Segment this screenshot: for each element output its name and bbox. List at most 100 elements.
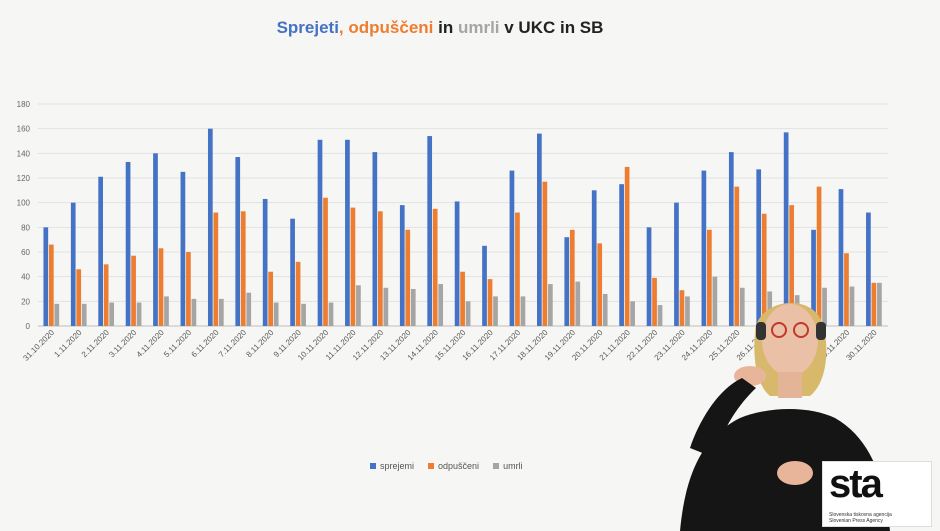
y-tick-label: 0: [26, 322, 31, 331]
bar-sprejemi: [646, 227, 652, 326]
bar-sprejemi: [153, 153, 158, 326]
bar-odpusceni: [268, 271, 274, 326]
bar-umrli: [383, 287, 389, 326]
legend-item-umrli: umrli: [493, 461, 523, 471]
title-part-sprejeti: Sprejeti: [276, 18, 339, 37]
title-sep-1: ,: [338, 18, 349, 37]
bar-umrli: [54, 303, 60, 326]
x-tick-label: 6.11.2020: [190, 328, 221, 359]
y-tick-label: 140: [17, 149, 31, 158]
bar-sprejemi: [509, 170, 515, 326]
bar-odpusceni: [323, 197, 328, 326]
bar-odpusceni: [761, 213, 767, 326]
bar-umrli: [164, 296, 169, 326]
glasses-left-icon: [771, 322, 787, 338]
bar-odpusceni: [48, 244, 54, 326]
title-sep-2: in: [433, 18, 458, 37]
bar-umrli: [520, 296, 526, 326]
bar-odpusceni: [350, 207, 356, 326]
bar-odpusceni: [76, 269, 82, 326]
chart-legend: sprejemi odpuščeni umrli: [370, 461, 523, 471]
bar-umrli: [109, 302, 114, 326]
legend-label-umrli: umrli: [503, 461, 523, 471]
y-tick-label: 120: [17, 174, 31, 183]
bar-umrli: [602, 293, 608, 326]
bar-sprejemi: [674, 202, 679, 326]
x-tick-label: 3.11.2020: [107, 328, 138, 359]
bar-umrli: [246, 292, 252, 326]
bar-odpusceni: [460, 271, 465, 326]
bar-odpusceni: [816, 186, 822, 326]
sta-logo-subtitle-sl: Slovenska tiskovna agencija: [829, 512, 892, 518]
bar-umrli: [438, 284, 444, 326]
bar-sprejemi: [43, 227, 49, 326]
y-tick-label: 60: [21, 248, 30, 257]
bar-odpusceni: [871, 282, 877, 326]
bar-sprejemi: [482, 245, 487, 326]
bar-odpusceni: [377, 211, 383, 326]
bar-umrli: [822, 287, 827, 326]
bar-umrli: [712, 276, 718, 326]
title-part-umrli: umrli: [457, 18, 500, 37]
y-tick-label: 20: [21, 297, 30, 306]
y-tick-label: 40: [21, 273, 30, 282]
y-tick-label: 80: [21, 223, 30, 232]
interpreter-hand-right: [777, 461, 813, 485]
bar-umrli: [739, 287, 745, 326]
bar-odpusceni: [295, 261, 301, 326]
bar-sprejemi: [866, 212, 871, 326]
bar-sprejemi: [756, 169, 762, 326]
bar-odpusceni: [624, 166, 630, 326]
bar-umrli: [849, 286, 855, 326]
legend-swatch-umrli: [493, 463, 500, 469]
sta-logo-wordmark: sta: [829, 462, 883, 506]
bar-sprejemi: [290, 218, 295, 326]
bar-odpusceni: [844, 253, 849, 326]
chart-title: Sprejeti, odpuščeni in umrli v UKC in SB: [0, 18, 880, 38]
bar-sprejemi: [728, 152, 734, 326]
y-axis-ticks: 0 20 40 60 80 100 120 140 160 180: [17, 100, 31, 331]
bar-odpusceni: [789, 205, 794, 326]
bar-sprejemi: [180, 171, 186, 326]
bar-odpusceni: [542, 181, 548, 326]
bar-umrli: [328, 302, 334, 326]
bar-odpusceni: [707, 229, 712, 326]
bar-sprejemi: [98, 176, 103, 326]
x-tick-label: 2.11.2020: [80, 328, 111, 359]
bar-umrli: [657, 305, 663, 326]
legend-swatch-odpusceni: [428, 463, 435, 469]
legend-item-odpusceni: odpuščeni: [428, 461, 479, 471]
bar-odpusceni: [432, 208, 438, 326]
bar-sprejemi: [262, 198, 268, 326]
legend-swatch-sprejemi: [370, 463, 376, 469]
bar-sprejemi: [372, 152, 378, 326]
y-tick-label: 160: [17, 125, 31, 134]
bar-sprejemi: [591, 190, 597, 326]
bar-umrli: [191, 298, 197, 326]
bar-umrli: [136, 302, 142, 326]
x-tick-label: 5.11.2020: [162, 328, 193, 359]
bar-umrli: [81, 303, 87, 326]
title-part-odpusceni: odpuščeni: [348, 18, 434, 37]
bar-umrli: [877, 282, 882, 326]
bar-sprejemi: [564, 237, 570, 326]
x-tick-label: 1.11.2020: [52, 328, 83, 359]
bar-sprejemi: [235, 157, 241, 326]
sta-logo-subtitle-en: Slovenian Press Agency: [829, 518, 883, 524]
x-tick-label: 31.10.2020: [21, 328, 56, 363]
bar-umrli: [218, 298, 224, 326]
bar-odpusceni: [405, 229, 411, 326]
x-tick-label: 8.11.2020: [244, 328, 275, 359]
bar-umrli: [410, 289, 416, 326]
sign-language-interpreter: [680, 302, 890, 531]
sta-logo: sta Slovenska tiskovna agencija Slovenia…: [822, 461, 932, 527]
bar-odpusceni: [240, 211, 246, 326]
legend-label-sprejemi: sprejemi: [380, 461, 415, 471]
bar-odpusceni: [734, 186, 740, 326]
headphones-right-icon: [816, 322, 826, 340]
bar-odpusceni: [186, 252, 191, 326]
bar-odpusceni: [487, 279, 493, 326]
legend-label-odpusceni: odpuščeni: [438, 461, 480, 471]
headphones-left-icon: [756, 322, 766, 340]
chart-bars: [43, 128, 882, 326]
